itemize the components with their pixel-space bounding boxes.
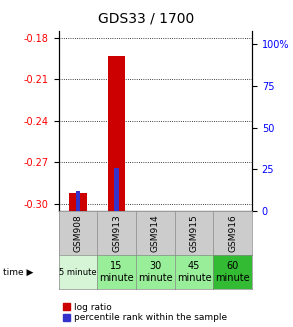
Text: 15
minute: 15 minute <box>99 261 134 283</box>
Text: 45
minute: 45 minute <box>177 261 211 283</box>
Bar <box>69 193 87 211</box>
Bar <box>108 56 125 211</box>
Text: GSM916: GSM916 <box>228 214 237 251</box>
Text: 5 minute: 5 minute <box>59 268 97 277</box>
Bar <box>76 191 80 211</box>
Text: 30
minute: 30 minute <box>138 261 173 283</box>
Legend: log ratio, percentile rank within the sample: log ratio, percentile rank within the sa… <box>63 303 227 322</box>
Text: GSM908: GSM908 <box>74 214 82 251</box>
Text: time ▶: time ▶ <box>3 268 33 277</box>
Bar <box>115 168 119 211</box>
Text: GSM914: GSM914 <box>151 214 160 251</box>
Text: GDS33 / 1700: GDS33 / 1700 <box>98 11 195 26</box>
Text: GSM913: GSM913 <box>112 214 121 251</box>
Text: GSM915: GSM915 <box>190 214 198 251</box>
Text: 60
minute: 60 minute <box>215 261 250 283</box>
